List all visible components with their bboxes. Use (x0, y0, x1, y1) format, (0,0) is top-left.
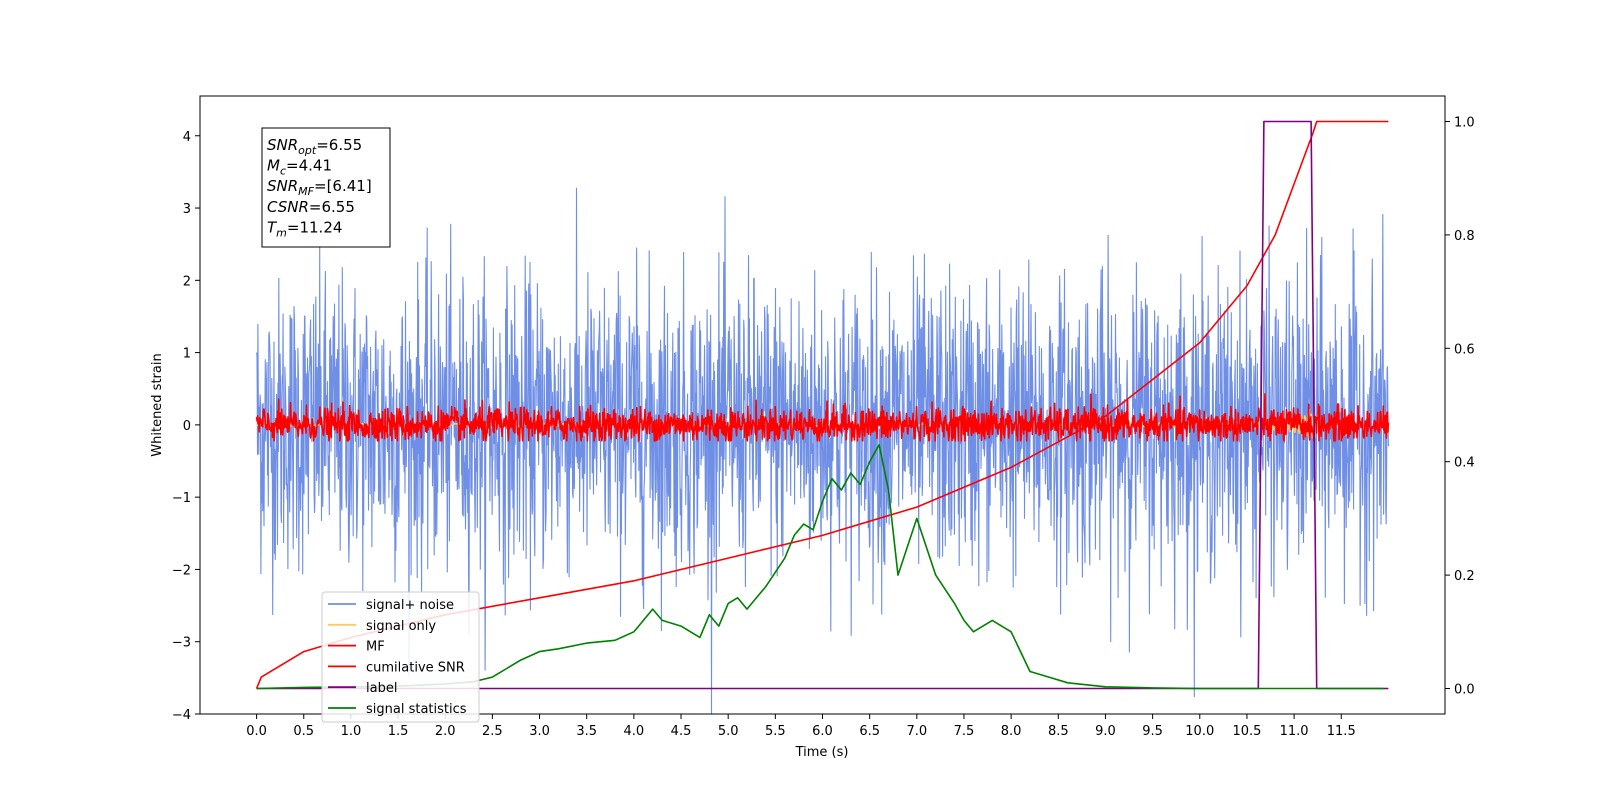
annotation-frame (261, 127, 391, 248)
y-right-tick-label: 0.2 (1454, 569, 1475, 584)
x-tick-label: 1.5 (388, 724, 409, 739)
x-tick-label: 0.0 (246, 724, 267, 739)
y-axis-label: Whitened strain (150, 353, 165, 456)
x-tick-label: 11.5 (1327, 724, 1356, 739)
y-left-tick-label: −2 (172, 563, 191, 578)
legend: signal+ noise signal only MF cumilative SNR… (321, 591, 480, 723)
legend-frame (321, 591, 480, 723)
x-tick-label: 7.0 (906, 724, 927, 739)
x-tick-label: 11.0 (1280, 724, 1309, 739)
y-axis-left: −4 −3 −2 −1 0 1 2 3 4 (172, 130, 200, 723)
y-left-tick-label: 2 (183, 274, 191, 289)
legend-label: signal statistics (366, 702, 467, 717)
x-tick-label: 7.5 (954, 724, 975, 739)
x-tick-label: 1.0 (341, 724, 362, 739)
series-line-5 (256, 443, 1384, 690)
x-tick-label: 2.0 (435, 724, 456, 739)
x-tick-label: 6.5 (859, 724, 880, 739)
annotation-line: Mc=4.41 (267, 157, 332, 178)
x-tick-label: 8.5 (1048, 724, 1069, 739)
y-left-tick-label: −1 (172, 491, 191, 506)
y-left-tick-label: −4 (172, 708, 191, 723)
x-tick-label: 8.0 (1001, 724, 1022, 739)
y-axis-right: 0.0 0.2 0.4 0.6 0.8 1.0 (1445, 116, 1475, 697)
y-left-tick-label: 3 (183, 202, 191, 217)
y-right-tick-label: 0.8 (1454, 229, 1475, 244)
y-left-tick-label: −3 (172, 636, 191, 651)
y-right-tick-label: 0.6 (1454, 342, 1475, 357)
x-tick-label: 2.5 (482, 724, 503, 739)
legend-label: MF (366, 640, 385, 655)
annotation-line: Tm=11.24 (267, 218, 342, 239)
x-tick-label: 9.5 (1142, 724, 1163, 739)
x-tick-label: 3.0 (529, 724, 550, 739)
y-right-tick-label: 1.0 (1454, 116, 1475, 131)
x-tick-label: 3.5 (576, 724, 597, 739)
annotation-line: SNRopt=6.55 (267, 136, 362, 157)
x-tick-label: 5.0 (718, 724, 739, 739)
y-right-tick-label: 0.4 (1454, 456, 1475, 471)
x-tick-label: 0.5 (293, 724, 314, 739)
x-tick-label: 5.5 (765, 724, 786, 739)
legend-label: label (366, 681, 397, 696)
x-tick-label: 4.5 (671, 724, 692, 739)
series-line-2 (255, 393, 1390, 442)
x-axis: 0.0 0.5 1.0 1.5 2.0 2.5 3.0 3.5 4.0 4.5 5.0 5.5 6.0 6… (246, 714, 1356, 739)
x-tick-label: 9.0 (1095, 724, 1116, 739)
x-tick-label: 4.0 (624, 724, 645, 739)
x-tick-label: 10.5 (1232, 724, 1261, 739)
legend-label: cumilative SNR (366, 660, 465, 675)
annotation-line: SNRMF=[6.41] (267, 177, 372, 198)
annotation-line: CSNR=6.55 (267, 198, 355, 216)
legend-label: signal+ noise (366, 598, 454, 613)
y-right-tick-label: 0.0 (1454, 682, 1475, 697)
legend-label: signal only (366, 619, 436, 634)
y-left-tick-label: 4 (183, 130, 191, 145)
y-left-tick-label: 1 (183, 347, 191, 362)
x-axis-label: Time (s) (795, 745, 849, 760)
y-left-tick-label: 0 (183, 419, 191, 434)
x-tick-label: 10.0 (1185, 724, 1214, 739)
x-tick-label: 6.0 (812, 724, 833, 739)
